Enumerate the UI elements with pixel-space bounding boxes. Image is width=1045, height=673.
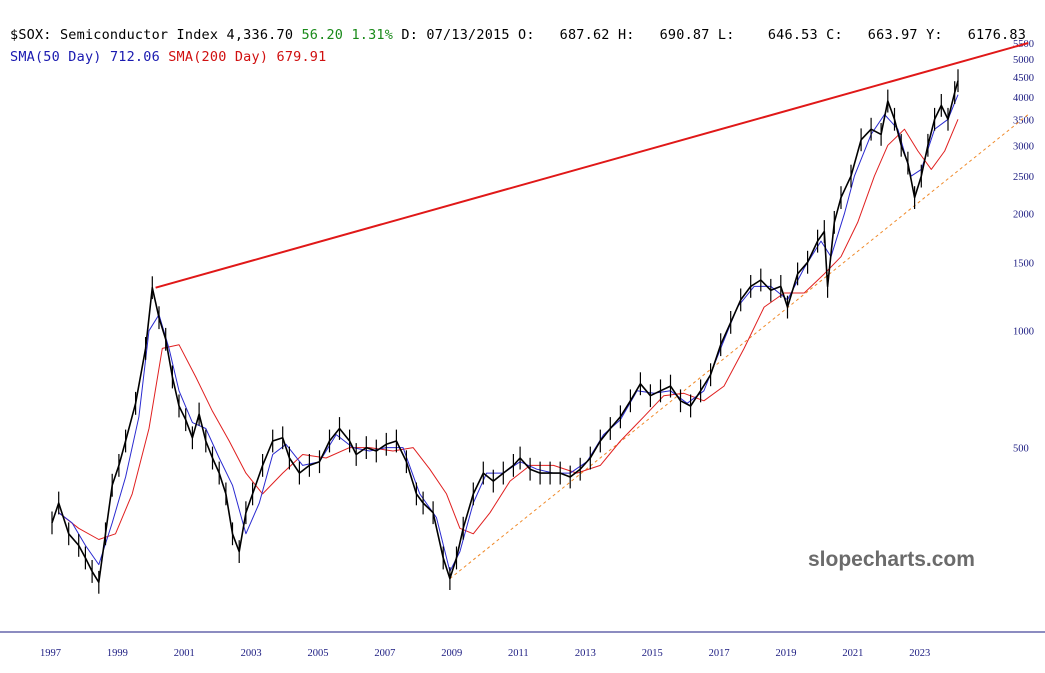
y-tick-label: 4500 [1013,73,1034,84]
index-name: Semiconductor Index [59,27,219,43]
price-change: 56.20 [301,27,344,43]
x-tick-label: 2019 [776,648,797,659]
x-tick-label: 2007 [374,648,395,659]
x-tick-label: 1999 [107,648,128,659]
y-tick-label: 3000 [1013,141,1034,152]
price-change-pct: 1.31% [351,27,394,43]
x-tick-label: 2021 [842,648,863,659]
y-tick-label: 1500 [1013,258,1034,269]
y-tick-label: 2500 [1013,172,1034,183]
x-tick-label: 2023 [909,648,930,659]
y-tick-label: 4000 [1013,93,1034,104]
watermark: slopecharts.com [808,548,975,571]
sma200-series [58,119,959,540]
x-tick-label: 2011 [508,648,529,659]
y-value: 6176.83 [967,27,1027,43]
y-tick-label: 2000 [1013,210,1034,221]
x-tick-label: 2015 [642,648,663,659]
price-series [51,80,959,584]
series-layer [51,42,1029,594]
resistance-trendline [155,42,1029,289]
symbol: $SOX: [10,27,52,43]
quote-header: $SOX: Semiconductor Index 4,336.70 56.20… [10,27,1026,43]
close-value: 663.97 [867,27,918,43]
x-tick-label: 1997 [40,648,61,659]
high-label: H: [617,27,635,43]
date-value: 07/13/2015 [426,27,510,43]
x-tick-label: 2013 [575,648,596,659]
y-label: Y: [926,27,943,43]
last-price: 4,336.70 [226,27,294,43]
x-tick-label: 2005 [307,648,328,659]
sma50-value: 712.06 [109,49,160,65]
low-label: L: [717,27,735,43]
open-value: 687.62 [559,27,610,43]
x-tick-label: 2001 [174,648,195,659]
support-trendline [449,114,1029,579]
x-tick-label: 2017 [709,648,730,659]
x-tick-label: 2003 [241,648,262,659]
sma-legend: SMA(50 Day) 712.06 SMA(200 Day) 679.91 [10,49,326,65]
date-label: D: [401,27,419,43]
x-axis-labels: 1997 1999 2001 2003 2005 2007 2009 2011 2013 2015… [40,648,930,659]
y-tick-label: 500 [1013,444,1029,455]
high-value: 690.87 [659,27,710,43]
x-tick-label: 2009 [441,648,462,659]
y-axis-labels: 5001000150020002500300035004000450050005… [1013,39,1034,455]
sma50-label: SMA(50 Day) [10,49,102,65]
low-value: 646.53 [767,27,818,43]
y-tick-label: 5000 [1013,55,1034,66]
y-tick-label: 3500 [1013,115,1034,126]
open-label: O: [518,27,535,43]
sma200-value: 679.91 [276,49,327,65]
close-label: C: [826,27,843,43]
sma50-series [58,94,959,572]
sma200-label: SMA(200 Day) [168,49,269,65]
y-tick-label: 1000 [1013,327,1034,338]
